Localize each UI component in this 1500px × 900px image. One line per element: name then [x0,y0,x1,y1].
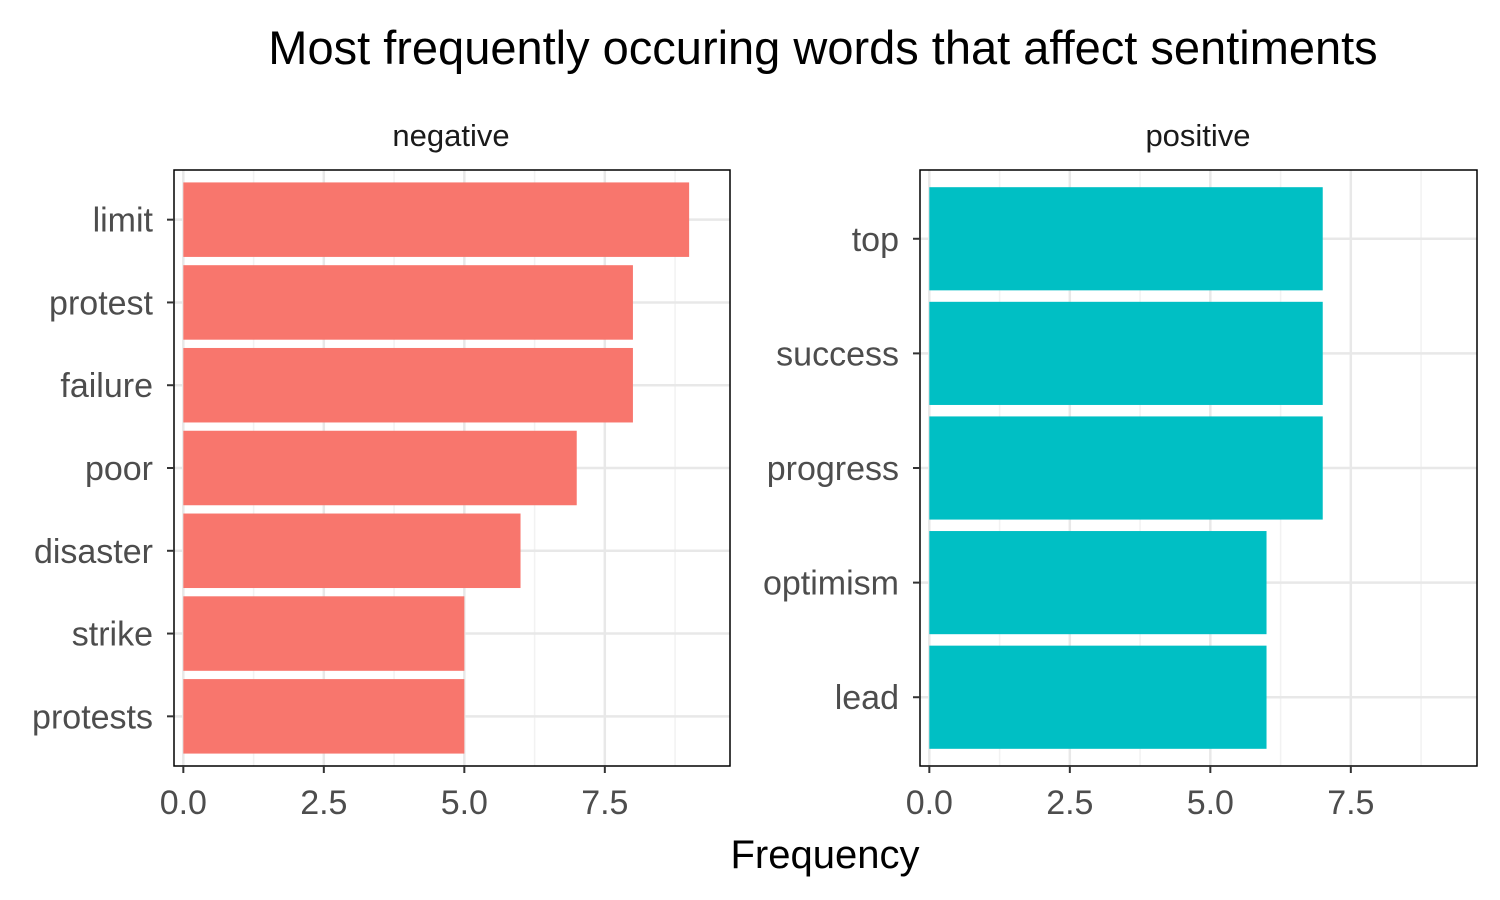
facet-label: positive [1145,118,1250,153]
bar-limit [183,182,690,257]
y-tick-label: success [776,335,899,373]
bar-protests [183,679,465,754]
y-tick-label: strike [72,616,153,654]
bar-protest [183,265,633,340]
y-tick-label: limit [93,202,154,240]
bar-progress [929,416,1323,520]
x-tick-label: 2.5 [1046,784,1093,822]
x-tick-label: 5.0 [441,784,488,822]
bar-top [929,187,1323,291]
y-tick-label: disaster [34,533,153,571]
y-tick-label: failure [60,367,153,405]
bar-optimism [929,531,1267,635]
y-tick-label: lead [835,679,899,717]
y-tick-label: optimism [763,565,899,603]
facet-panels: negative limit protest failure poor disaster s… [32,118,1478,822]
x-tick-label: 7.5 [1327,784,1374,822]
bar-success [929,301,1323,405]
bar-disaster [183,513,521,589]
y-tick-label: protests [32,698,153,736]
y-tick-label: top [852,221,899,259]
y-tick-label: progress [767,450,899,488]
bar-lead [929,645,1267,749]
panel-positive: positive top success progress optimism lead 0.… [763,118,1478,822]
x-tick-label: 0.0 [906,784,953,822]
x-axis-title: Frequency [731,833,920,877]
panel-negative: negative limit protest failure poor disaster s… [32,118,731,822]
y-tick-label: protest [49,284,153,322]
facet-label: negative [392,118,509,153]
bar-poor [183,430,577,506]
bar-strike [183,596,465,671]
x-tick-label: 0.0 [160,784,207,822]
x-tick-label: 5.0 [1187,784,1234,822]
bar-failure [183,347,633,423]
x-tick-label: 2.5 [300,784,347,822]
x-tick-label: 7.5 [581,784,628,822]
chart-title: Most frequently occuring words that affe… [268,21,1377,74]
y-tick-label: poor [85,450,153,488]
